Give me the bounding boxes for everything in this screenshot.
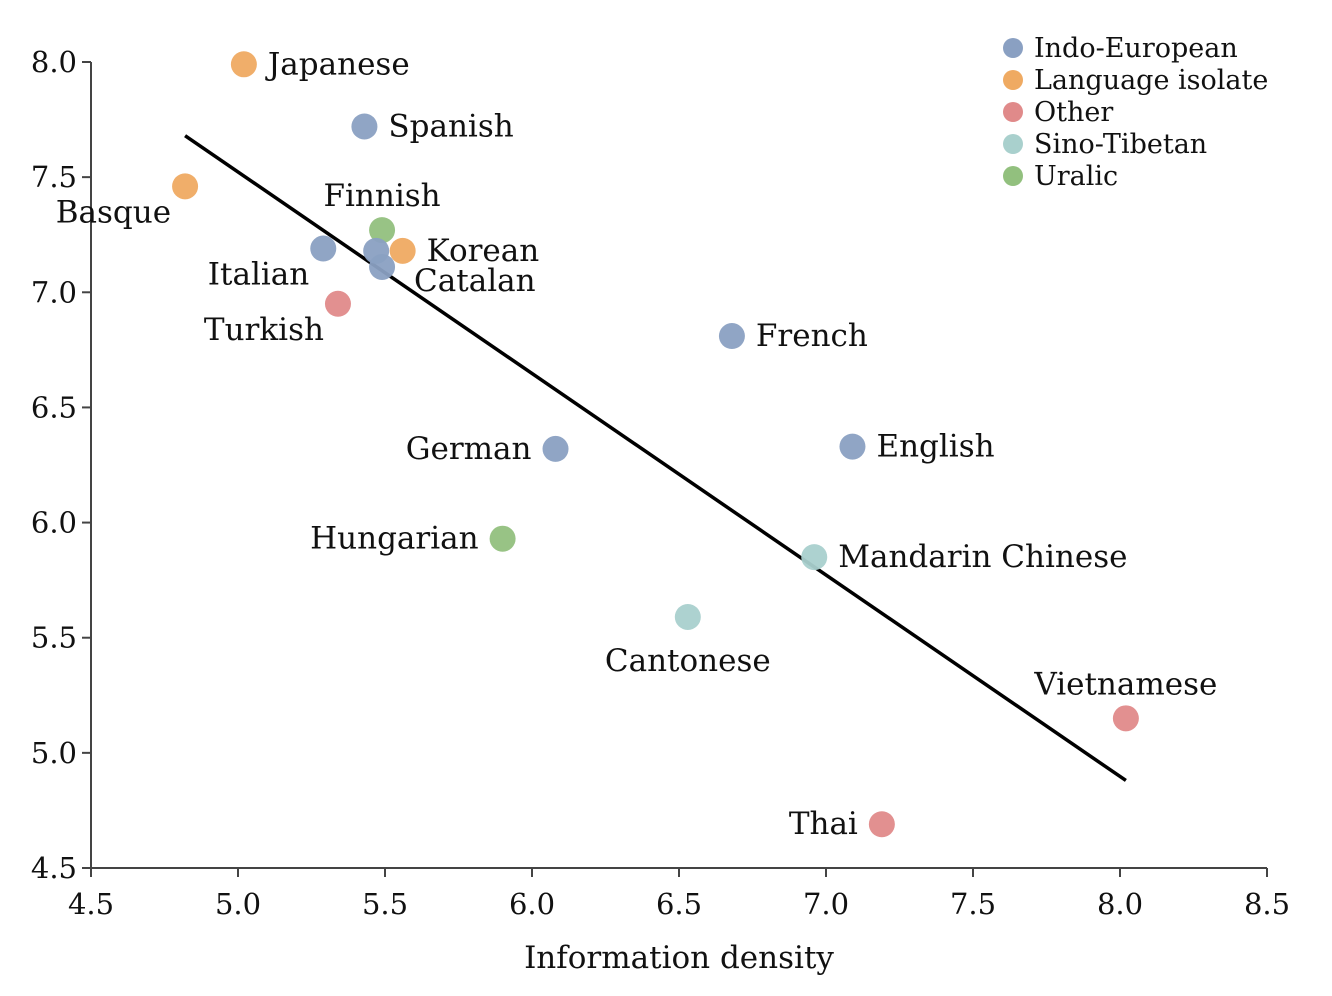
x-tick-label: 4.5 [68,887,114,921]
legend-label: Sino-Tibetan [1034,129,1207,160]
legend-swatch [1003,38,1023,58]
x-tick-label: 8.0 [1097,887,1143,921]
point-label: Vietnamese [1033,666,1217,702]
legend-label: Language isolate [1034,65,1268,96]
data-points [172,51,1139,838]
x-axis-title: Information density [524,940,834,976]
trend-line [184,134,1127,782]
legend-swatch [1003,166,1023,186]
point-label: German [406,431,532,467]
data-point [351,113,378,140]
data-point [1112,705,1139,732]
y-tick-label: 5.0 [31,736,77,770]
data-point [369,217,396,244]
trend-line-group [184,134,1127,782]
x-tick-label: 6.0 [509,887,555,921]
data-point [369,253,396,280]
legend-swatch [1003,134,1023,154]
point-labels: Japanese Spanish Basque Finnish Italian Korea… [56,46,1218,842]
point-label: Finnish [323,178,440,214]
data-point [489,525,516,552]
point-label: English [876,429,994,465]
y-tick-label: 5.5 [31,621,77,655]
point-label: Japanese [265,46,410,82]
legend-swatch [1003,102,1023,122]
x-tick-label: 8.5 [1244,887,1290,921]
point-label: Hungarian [310,521,479,557]
point-label: Basque [56,194,171,230]
point-label: Turkish [204,312,324,348]
point-label: Thai [789,806,858,842]
data-point [172,173,199,200]
data-point [801,544,828,571]
x-tick-label: 5.5 [362,887,408,921]
point-label: Korean [427,233,540,269]
y-tick-label: 4.5 [31,851,77,885]
data-point [839,433,866,460]
data-point [718,323,745,350]
x-tick-label: 5.0 [215,887,261,921]
x-tick-label: 7.0 [803,887,849,921]
x-tick-label: 7.5 [950,887,996,921]
x-ticks: 4.5 5.0 5.5 6.0 6.5 7.0 7.5 8.0 8.5 [68,868,1290,921]
legend-label: Indo-European [1034,33,1238,64]
point-label: Cantonese [605,643,771,679]
y-tick-label: 6.0 [31,506,77,540]
data-point [674,603,701,630]
y-tick-label: 6.5 [31,390,77,424]
point-label: Catalan [414,263,536,299]
x-tick-label: 6.5 [656,887,702,921]
data-point [389,237,416,264]
y-ticks: 4.5 5.0 5.5 6.0 6.5 7.0 7.5 8.0 [31,45,91,885]
legend-label: Uralic [1034,161,1118,192]
legend-label: Other [1034,97,1113,128]
point-label: Spanish [388,108,513,144]
data-point [868,811,895,838]
y-tick-label: 8.0 [31,45,77,79]
y-tick-label: 7.5 [31,160,77,194]
data-point [324,290,351,317]
data-point [310,235,337,262]
data-point [230,51,257,78]
legend-swatch [1003,70,1023,90]
point-label: French [756,318,868,354]
axes: 4.5 5.0 5.5 6.0 6.5 7.0 7.5 8.0 4.5 5.0 5.5 6.0 6.5… [31,45,1290,921]
point-label: Mandarin Chinese [838,539,1127,575]
y-tick-label: 7.0 [31,275,77,309]
point-label: Italian [208,257,309,293]
data-point [542,435,569,462]
